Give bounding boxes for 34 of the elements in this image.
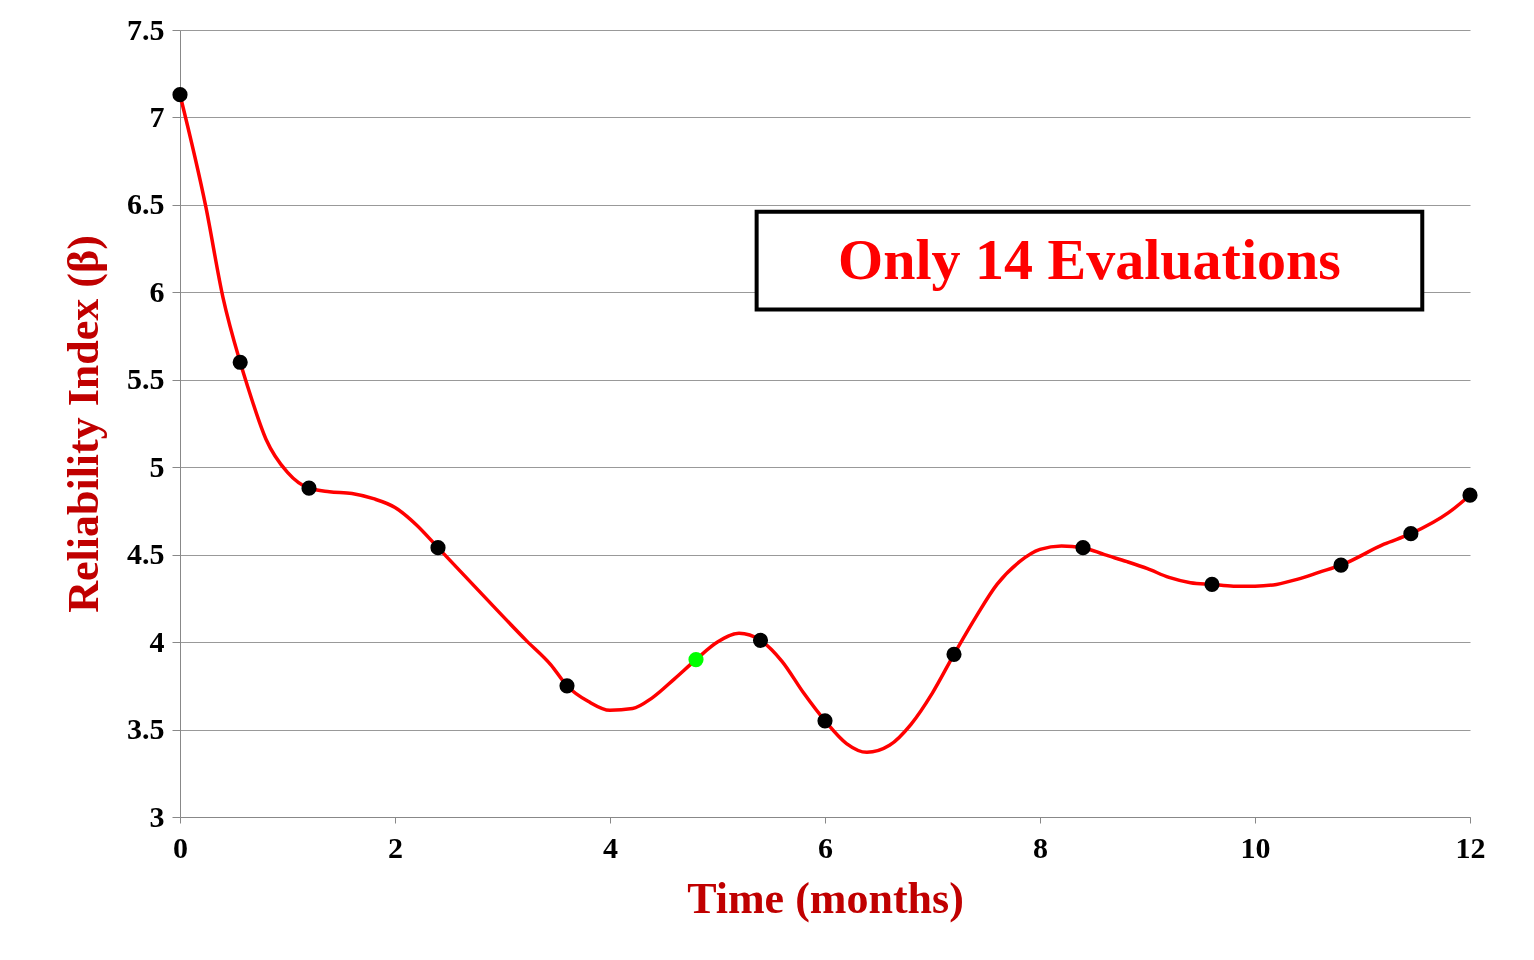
point [430,540,446,556]
y-tick-label: 7.5 [127,12,165,46]
y-tick-label: 6.5 [127,187,165,221]
x-tick-label: 6 [818,830,833,864]
x-axis-title: Time (months) [687,873,964,923]
y-tick-label: 3 [149,799,165,833]
y-tick-label: 5.5 [127,362,165,396]
y-tick-label: 3.5 [127,712,165,746]
point [1333,557,1349,573]
x-tick-label: 12 [1455,830,1486,864]
point [1075,540,1091,556]
point [232,354,248,370]
y-tick-label: 7 [149,99,165,133]
y-tick-label: 4 [149,624,165,658]
point [301,480,317,496]
point [946,646,962,662]
x-tick-label: 0 [173,830,188,864]
x-tick-label: 8 [1033,830,1048,864]
point [817,713,833,729]
y-tick-label: 5 [149,449,165,483]
point [688,652,704,668]
x-tick-label: 2 [388,830,403,864]
point [172,87,188,103]
point [1462,487,1478,503]
annotation: Only 14 Evaluations [838,227,1341,293]
y-axis-title: Reliability Index (β) [59,235,108,613]
x-tick-label: 10 [1240,830,1271,864]
y-tick-label: 4.5 [127,537,165,571]
point [559,678,575,694]
point [1403,526,1419,542]
point [752,632,769,648]
y-tick-label: 6 [149,274,165,308]
x-tick-label: 4 [603,830,618,864]
point [1204,576,1220,592]
